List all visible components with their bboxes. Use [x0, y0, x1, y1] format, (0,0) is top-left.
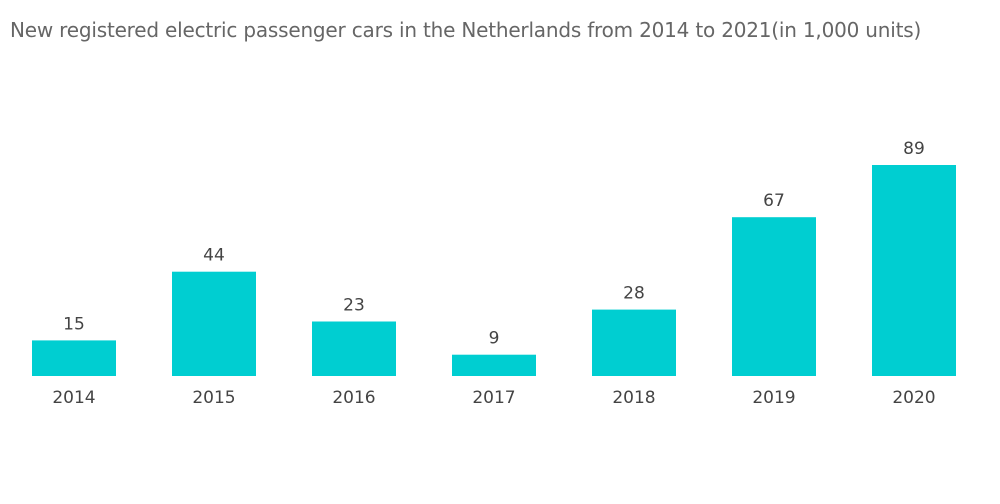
bar-2018	[592, 309, 676, 376]
bar-2017	[452, 354, 536, 376]
value-label-2019: 67	[763, 191, 785, 211]
bar-2016	[312, 321, 396, 376]
value-label-2018: 28	[623, 284, 645, 304]
x-tick-label-2020: 2020	[892, 388, 935, 408]
value-label-2014: 15	[63, 314, 85, 334]
chart-title: New registered electric passenger cars i…	[10, 18, 922, 42]
value-label-2017: 9	[489, 329, 500, 349]
value-label-2016: 23	[343, 296, 365, 316]
x-tick-label-2016: 2016	[332, 388, 375, 408]
x-tick-label-2015: 2015	[192, 388, 235, 408]
x-tick-label-2017: 2017	[472, 388, 515, 408]
bar-2015	[172, 271, 256, 376]
bar-2020	[872, 165, 956, 376]
bar-2014	[32, 340, 116, 376]
x-tick-label-2019: 2019	[752, 388, 795, 408]
x-tick-label-2014: 2014	[52, 388, 95, 408]
value-label-2015: 44	[203, 246, 225, 266]
x-tick-label-2018: 2018	[612, 388, 655, 408]
bar-2019	[732, 217, 816, 376]
value-label-2020: 89	[903, 139, 925, 159]
